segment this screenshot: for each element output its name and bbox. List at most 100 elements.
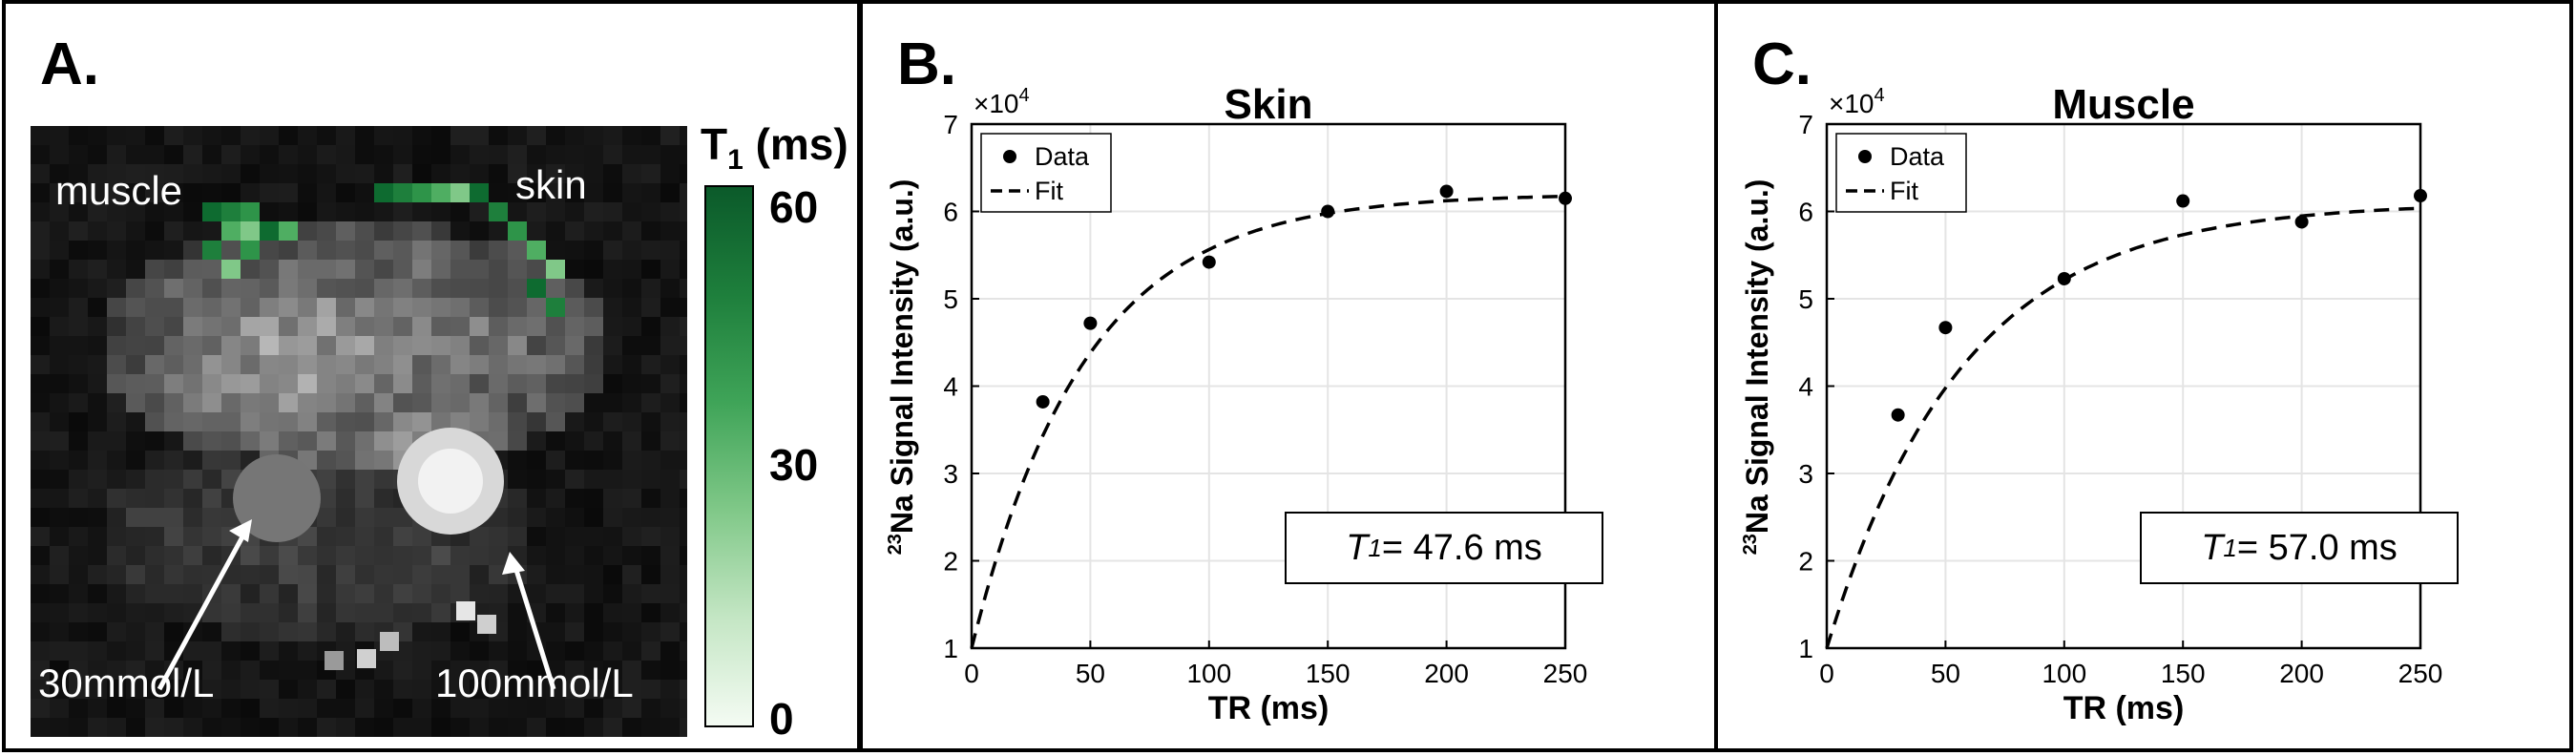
phantom-30mmol	[233, 454, 321, 542]
mri-pixel	[88, 393, 107, 412]
mri-pixel	[241, 661, 260, 680]
mri-pixel	[164, 508, 183, 527]
mri-pixel	[431, 202, 450, 221]
mri-pixel	[546, 718, 565, 737]
mri-pixel	[584, 680, 603, 699]
mri-pixel	[374, 336, 393, 355]
mri-pixel	[126, 279, 145, 298]
mri-pixel	[374, 584, 393, 603]
mri-pixel	[374, 164, 393, 183]
mri-pixel	[508, 374, 527, 393]
mri-pixel	[298, 279, 317, 298]
mri-pixel	[298, 317, 317, 336]
mri-pixel	[107, 393, 126, 412]
mri-pixel	[50, 317, 69, 336]
mri-pixel	[508, 451, 527, 470]
panel-c: C. 0 50 100 150 200 250 1 2 3 4 5 6 7 ×104 Muscle TR (m…	[1714, 0, 2573, 752]
mri-pixel	[50, 202, 69, 221]
mri-pixel	[317, 145, 336, 164]
mri-pixel	[107, 603, 126, 622]
mri-pixel	[680, 699, 687, 718]
mri-pixel	[279, 584, 298, 603]
mri-pixel	[241, 565, 260, 584]
mri-pixel	[31, 603, 50, 622]
mri-pixel	[508, 661, 527, 680]
mri-pixel	[393, 336, 412, 355]
x-tick-label: 50	[1076, 659, 1105, 688]
mri-pixel	[412, 317, 431, 336]
mri-pixel	[546, 412, 565, 431]
mri-pixel	[164, 202, 183, 221]
mri-pixel	[279, 622, 298, 641]
mri-pixel	[183, 145, 202, 164]
mri-pixel	[660, 279, 680, 298]
mri-pixel	[317, 431, 336, 451]
mri-pixel	[565, 317, 584, 336]
panel-b-letter: B.	[897, 32, 956, 97]
mri-pixel	[241, 622, 260, 641]
mri-pixel	[412, 699, 431, 718]
mri-pixel	[107, 661, 126, 680]
mri-pixel	[660, 641, 680, 661]
mri-pixel	[317, 336, 336, 355]
mri-pixel	[508, 183, 527, 202]
x-tick-label: 200	[1424, 659, 1469, 688]
mri-pixel	[546, 279, 565, 298]
mri-pixel	[374, 451, 393, 470]
mri-pixel	[489, 699, 508, 718]
mri-pixel	[164, 298, 183, 317]
mri-pixel	[393, 298, 412, 317]
mri-pixel	[641, 412, 660, 431]
mri-pixel	[183, 279, 202, 298]
mri-pixel	[508, 489, 527, 508]
mri-pixel	[412, 164, 431, 183]
mri-pixel	[202, 355, 221, 374]
mri-pixel	[641, 431, 660, 451]
mri-pixel	[202, 374, 221, 393]
mri-pixel	[50, 145, 69, 164]
mri-pixel	[88, 641, 107, 661]
mri-pixel	[508, 393, 527, 412]
mri-pixel	[470, 260, 489, 279]
mri-pixel	[660, 451, 680, 470]
mri-pixel	[31, 183, 50, 202]
mri-pixel	[355, 699, 374, 718]
mri-pixel	[260, 183, 279, 202]
mri-pixel	[31, 527, 50, 546]
mri-pixel	[126, 527, 145, 546]
y-tick-label: 5	[943, 284, 958, 314]
mri-pixel	[431, 164, 450, 183]
mri-pixel	[31, 355, 50, 374]
mri-pixel	[298, 680, 317, 699]
mri-pixel	[183, 412, 202, 431]
mri-pixel	[202, 164, 221, 183]
mri-pixel	[603, 641, 622, 661]
mri-pixel	[126, 317, 145, 336]
mri-pixel	[584, 622, 603, 641]
mri-pixel	[470, 546, 489, 565]
t1-subscript: 1	[2223, 533, 2237, 562]
mri-pixel	[450, 241, 470, 260]
mri-pixel	[565, 661, 584, 680]
mri-pixel	[565, 412, 584, 431]
skin-t1-pixel	[374, 183, 393, 202]
mri-pixel	[565, 126, 584, 145]
mri-pixel	[565, 145, 584, 164]
mri-pixel	[260, 680, 279, 699]
mri-pixel	[680, 279, 687, 298]
mri-pixel	[317, 680, 336, 699]
mri-pixel	[470, 298, 489, 317]
mri-pixel	[431, 584, 450, 603]
mri-pixel	[622, 202, 641, 221]
mri-pixel	[183, 317, 202, 336]
mri-pixel	[527, 451, 546, 470]
mri-pixel	[107, 470, 126, 489]
mri-pixel	[508, 164, 527, 183]
mri-pixel	[412, 393, 431, 412]
mri-pixel	[298, 565, 317, 584]
mri-pixel	[603, 183, 622, 202]
mri-pixel	[31, 374, 50, 393]
mri-pixel	[603, 699, 622, 718]
x-tick-label: 150	[1306, 659, 1351, 688]
